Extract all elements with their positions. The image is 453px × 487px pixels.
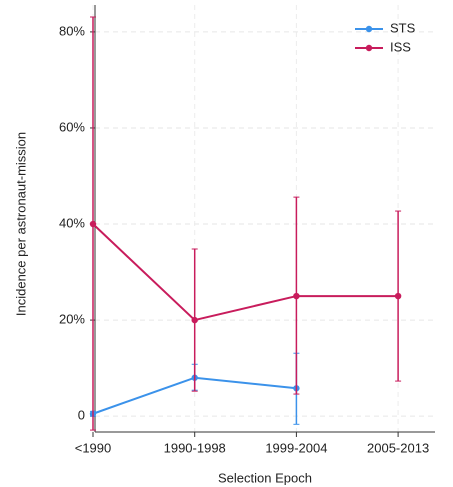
legend-marker [365, 44, 373, 52]
x-tick-label: 1990-1998 [164, 440, 226, 455]
x-tick-label: 1999-2004 [265, 440, 327, 455]
x-axis-label: Selection Epoch [218, 470, 312, 485]
x-tick-label: <1990 [75, 440, 112, 455]
series-line [92, 223, 399, 322]
y-tick-label: 0 [78, 408, 85, 423]
point [293, 292, 300, 300]
y-tick-label: 20% [59, 312, 85, 327]
y-tick-label: 40% [59, 215, 85, 230]
x-tick-label: 2005-2013 [367, 440, 429, 455]
y-tick-label: 80% [59, 23, 85, 38]
legend-marker [365, 25, 373, 33]
point [394, 292, 402, 300]
y-axis-label: Incidence per astronaut-mission [13, 132, 28, 316]
y-tick-label: 60% [59, 119, 85, 134]
legend-label: STS [390, 20, 416, 35]
legend-label: ISS [390, 39, 411, 54]
point [191, 316, 198, 324]
point [89, 220, 97, 228]
